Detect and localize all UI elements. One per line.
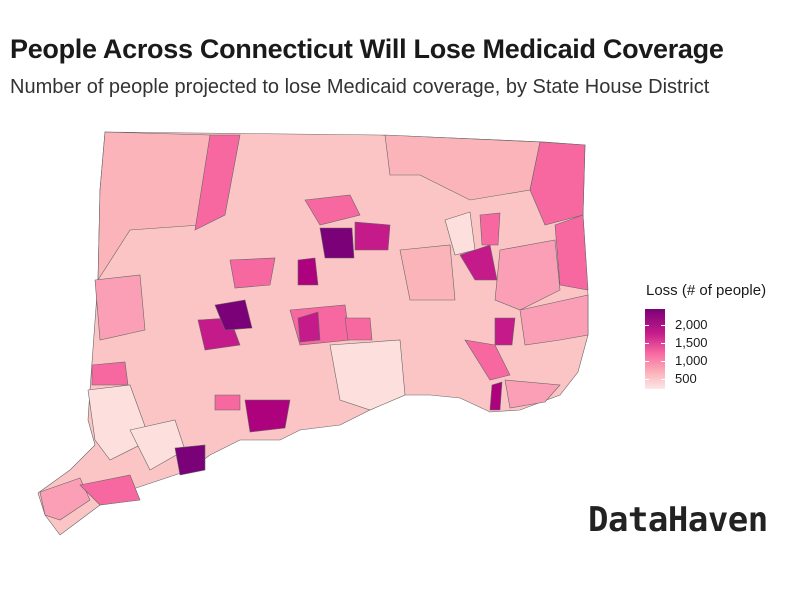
legend-colorbar [645,309,665,389]
chart-subtitle: Number of people projected to lose Medic… [10,76,710,98]
district[interactable] [229,257,276,289]
district[interactable] [297,257,319,286]
legend-tickmark [661,325,665,326]
legend-tickmark [661,379,665,380]
district[interactable] [459,244,498,281]
district[interactable] [399,244,456,301]
district[interactable] [194,134,241,231]
district[interactable] [494,317,516,346]
district[interactable] [319,227,355,259]
legend-tickmark [645,343,649,344]
district[interactable] [87,384,151,461]
district[interactable] [479,212,501,246]
legend-tick-label: 1,000 [675,353,708,368]
district[interactable] [79,474,141,506]
legend-tickmark [645,325,649,326]
district[interactable] [464,339,511,381]
district[interactable] [554,214,589,291]
district[interactable] [329,339,406,411]
datahaven-logo: DataHaven [588,500,768,540]
district[interactable] [91,361,129,386]
district[interactable] [297,311,321,343]
district[interactable] [39,477,91,521]
legend-tick-label: 500 [675,371,697,386]
district[interactable] [214,394,241,411]
district[interactable] [519,294,589,346]
legend-tickmark [645,361,649,362]
district[interactable] [529,141,586,226]
district[interactable] [244,399,291,433]
chart-title: People Across Connecticut Will Lose Medi… [10,34,724,64]
district[interactable] [489,381,503,411]
district[interactable] [354,221,391,251]
legend-tickmark [661,361,665,362]
district[interactable] [494,239,561,311]
district[interactable] [504,379,561,409]
district[interactable] [304,194,361,226]
district[interactable] [94,274,146,341]
district[interactable] [214,299,253,331]
district[interactable] [344,317,373,341]
legend-tickmark [661,343,665,344]
legend-tick-label: 1,500 [675,335,708,350]
legend-tickmark [645,379,649,380]
legend-title: Loss (# of people) [646,282,767,299]
legend-tick-label: 2,000 [675,317,708,332]
district[interactable] [174,444,206,476]
